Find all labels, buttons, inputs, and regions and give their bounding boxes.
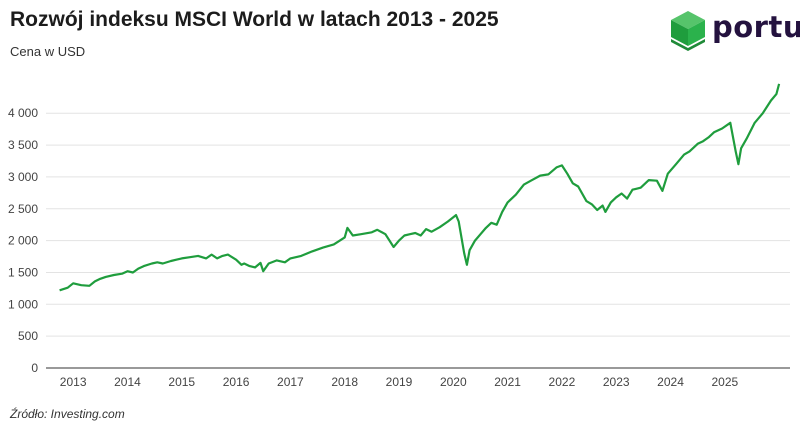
y-tick-label: 500: [18, 329, 38, 343]
y-axis-ticks: 0 500 1 000 1 500 2 000 2 500 3 000 3 500 4 000: [8, 106, 38, 375]
y-tick-label: 2 000: [8, 234, 38, 248]
x-tick-label: 2016: [223, 375, 250, 389]
chart-subtitle: Cena w USD: [10, 44, 86, 59]
source-note: Źródło: Investing.com: [10, 407, 125, 421]
grid-lines: [46, 112, 790, 337]
portu-green-cube-icon: [671, 11, 705, 51]
x-tick-label: 2023: [603, 375, 630, 389]
x-tick-label: 2021: [494, 375, 521, 389]
y-tick-label: 1 500: [8, 265, 38, 279]
x-tick-label: 2017: [277, 375, 304, 389]
y-tick-label: 4 000: [8, 106, 38, 120]
x-tick-label: 2013: [60, 375, 87, 389]
x-tick-label: 2019: [386, 375, 413, 389]
y-tick-label: 3 000: [8, 170, 38, 184]
x-tick-label: 2024: [657, 375, 684, 389]
y-tick-label: 0: [31, 361, 38, 375]
series-line: [59, 83, 781, 292]
x-axis-ticks: 2013 2014 2015 2016 2017 2018 2019 2020 2021 2022…: [60, 375, 739, 389]
y-tick-label: 1 000: [8, 297, 38, 311]
x-tick-label: 2025: [711, 375, 738, 389]
y-tick-label: 2 500: [8, 202, 38, 216]
x-tick-label: 2015: [168, 375, 195, 389]
x-tick-label: 2018: [331, 375, 358, 389]
brand-logo[interactable]: portu: [668, 8, 800, 52]
x-tick-label: 2014: [114, 375, 141, 389]
x-tick-label: 2022: [549, 375, 576, 389]
chart-title: Rozwój indeksu MSCI World w latach 2013 …: [10, 8, 499, 31]
y-tick-label: 3 500: [8, 138, 38, 152]
x-tick-label: 2020: [440, 375, 467, 389]
brand-name: portu: [712, 10, 800, 44]
